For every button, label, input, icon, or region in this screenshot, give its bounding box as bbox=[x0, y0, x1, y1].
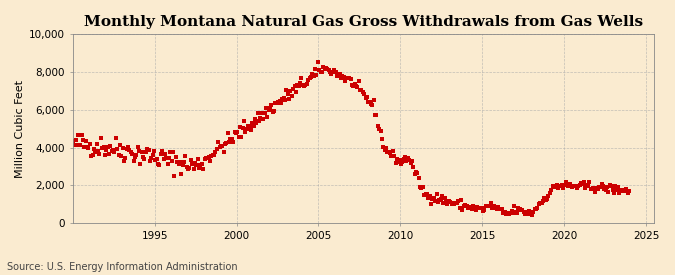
Text: Source: U.S. Energy Information Administration: Source: U.S. Energy Information Administ… bbox=[7, 262, 238, 272]
Title: Monthly Montana Natural Gas Gross Withdrawals from Gas Wells: Monthly Montana Natural Gas Gross Withdr… bbox=[84, 15, 643, 29]
Y-axis label: Million Cubic Feet: Million Cubic Feet bbox=[15, 80, 25, 178]
